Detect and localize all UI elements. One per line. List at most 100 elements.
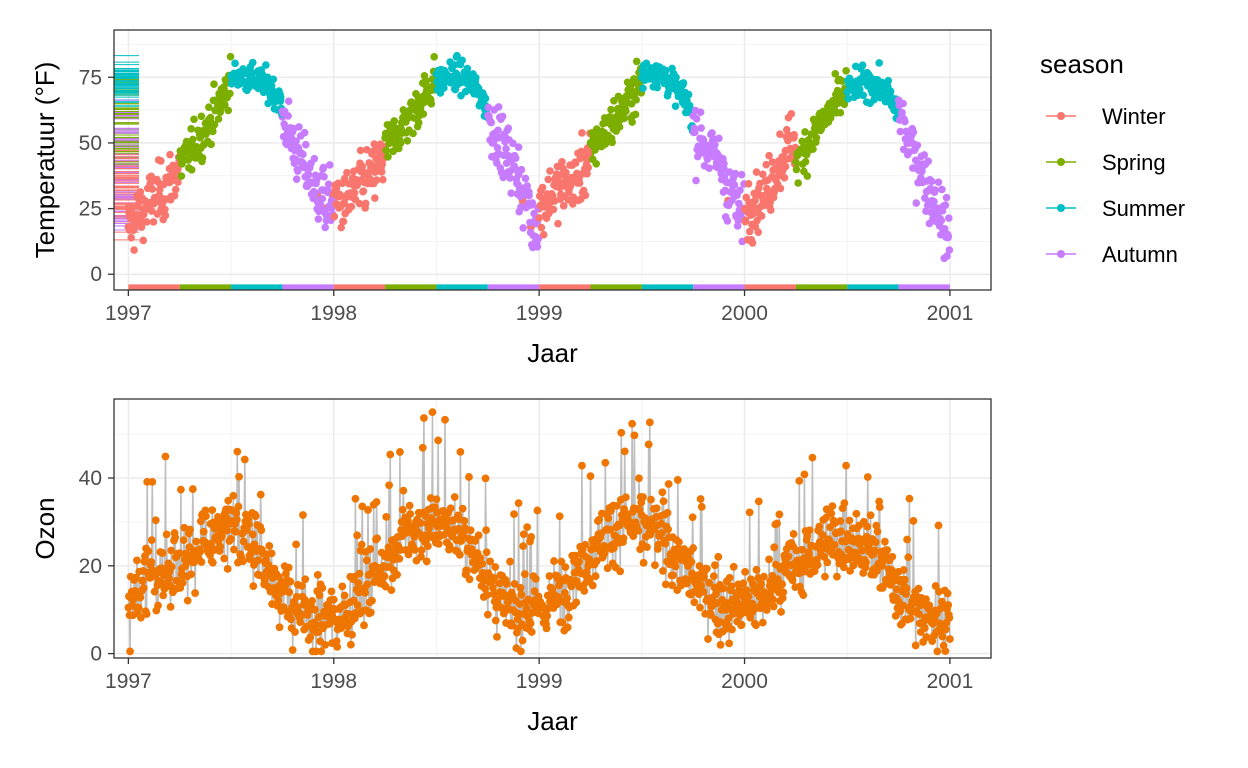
temperature-point-autumn [911,156,920,165]
temperature-point-summer [671,102,680,110]
ozone-point [233,447,242,456]
temperature-point-winter [142,218,151,226]
ozone-point [462,566,471,575]
temperature-point-autumn [705,164,713,173]
temperature-point-spring [608,138,616,147]
temperature-point-winter [754,228,763,236]
ozone-point [466,526,475,535]
temperature-point-summer [276,93,285,102]
ozone-point [671,562,680,571]
ozone-point [581,540,590,549]
temperature-point-winter [128,204,136,212]
ozone-point [800,470,809,479]
ozone-point [709,572,718,581]
temperature-point-winter [584,146,593,155]
ozone-point [635,474,643,483]
temperature-point-spring [382,146,391,155]
temperature-point-winter [340,174,349,183]
ozone-point [657,529,666,537]
ozone-point [348,630,356,639]
ozone-point [361,588,370,597]
ozone-point [603,564,612,573]
temperature-point-winter [378,160,387,169]
ozone-point [139,584,148,592]
ozone-point [922,633,931,642]
temperature-x-tick-label: 1999 [516,302,563,325]
ozone-point [661,539,670,548]
temperature-point-autumn [499,173,508,182]
temperature-point-autumn [924,157,933,166]
temperature-point-summer [231,59,239,68]
ozone-point [799,591,808,600]
temperature-point-winter [363,145,371,154]
ozone-point [784,552,793,561]
temperature-point-autumn [295,123,303,131]
temperature-point-winter [377,168,386,176]
ozone-point [150,587,159,596]
temperature-point-winter [741,216,750,225]
temperature-point-spring [210,120,219,129]
ozone-point [417,546,426,555]
temperature-point-winter [137,223,146,232]
ozone-x-tick-label: 1997 [105,670,152,693]
temperature-point-autumn [896,127,905,136]
temperature-point-autumn [697,124,705,132]
temperature-point-spring [220,100,229,109]
temperature-point-autumn [311,188,319,197]
ozone-point [557,557,566,566]
ozone-point [201,506,210,515]
ozone-point [506,557,514,566]
ozone-point [254,556,263,565]
temperature-point-autumn [696,108,705,116]
temperature-axes: 1997 1998 1999 2000 2001 0 25 50 75 [79,66,974,325]
temperature-point-winter [371,168,380,176]
temperature-point-autumn [715,134,723,143]
ozone-point [223,526,231,535]
ozone-point [147,536,156,545]
ozone-point [423,542,432,551]
temperature-point-autumn [284,112,292,120]
temperature-point-winter [139,236,148,245]
ozone-point [183,596,192,605]
ozone-point [404,516,412,525]
ozone-point [578,461,586,470]
ozone-point [315,591,324,600]
ozone-point [510,510,518,519]
temperature-point-autumn [499,151,508,160]
ozone-point [899,566,908,574]
ozone-point [147,557,156,566]
temperature-point-autumn [692,176,700,185]
temperature-point-autumn [498,112,507,121]
ozone-point [216,542,225,551]
temperature-point-summer [855,85,864,94]
ozone-point [933,647,942,656]
temperature-point-autumn [304,170,313,179]
temperature-point-summer [642,59,651,68]
temperature-point-autumn [711,141,719,149]
temperature-point-winter [752,168,761,176]
ozone-point [229,491,238,500]
ozone-point [220,554,229,563]
temperature-point-spring [829,96,837,105]
ozone-point [757,579,765,588]
ozone-point [519,542,528,551]
ozone-point [552,600,561,609]
temperature-point-spring [607,105,615,114]
ozone-point [491,563,500,571]
ozone-point [558,618,567,627]
ozone-point [629,532,638,541]
ozone-point [821,572,829,581]
temperature-point-winter [554,219,562,228]
temperature-point-winter [768,158,777,166]
ozone-point [428,408,437,417]
ozone-point [639,558,648,567]
temperature-point-winter [538,183,547,192]
ozone-point [654,540,663,549]
temperature-point-winter [550,197,559,205]
ozone-point [668,581,676,590]
ozone-point [178,578,187,587]
ozone-point [905,494,914,503]
ozone-point [700,572,708,581]
ozone-point [353,601,362,610]
ozone-point [382,512,391,521]
